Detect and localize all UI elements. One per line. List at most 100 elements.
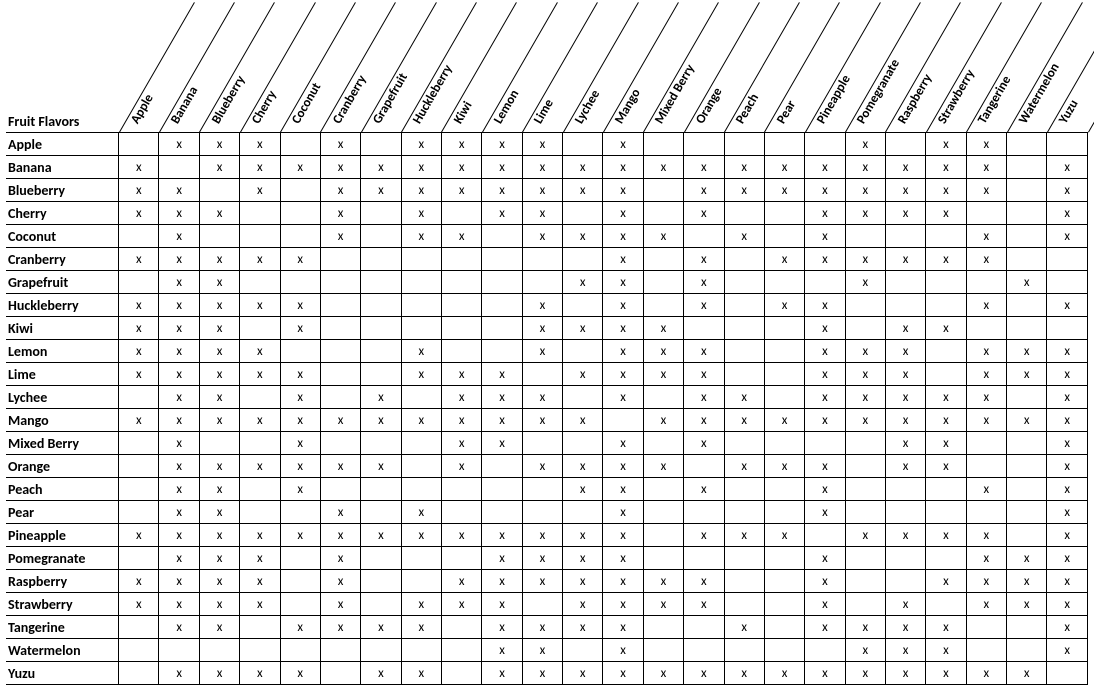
matrix-cell: x	[441, 570, 481, 593]
mark: x	[217, 551, 223, 566]
matrix-cell: x	[845, 524, 885, 547]
matrix-cell	[724, 248, 764, 271]
matrix-cell: x	[805, 455, 845, 478]
matrix-cell: x	[845, 409, 885, 432]
matrix-cell	[805, 432, 845, 455]
matrix-cell	[159, 156, 199, 179]
mark: x	[701, 252, 707, 267]
mark: x	[580, 183, 586, 198]
column-header: Coconut	[280, 6, 320, 133]
matrix-cell	[320, 317, 360, 340]
mark: x	[297, 482, 303, 497]
mark: x	[257, 137, 263, 152]
matrix-cell: x	[401, 593, 441, 616]
mark: x	[984, 229, 990, 244]
mark: x	[1024, 344, 1030, 359]
matrix-cell: x	[1047, 179, 1088, 202]
matrix-cell: x	[643, 340, 683, 363]
matrix-cell: x	[159, 478, 199, 501]
matrix-cell	[926, 340, 966, 363]
matrix-cell: x	[159, 432, 199, 455]
matrix-cell: x	[482, 616, 522, 639]
matrix-cell	[361, 639, 401, 662]
matrix-cell	[643, 639, 683, 662]
mark: x	[580, 321, 586, 336]
matrix-cell	[441, 616, 481, 639]
column-header-label: Mango	[610, 86, 644, 130]
table-row: Applexxxxxxxxxxxx	[6, 133, 1088, 156]
matrix-cell: x	[199, 616, 239, 639]
mark: x	[297, 620, 303, 635]
matrix-cell	[119, 501, 159, 524]
mark: x	[862, 183, 868, 198]
matrix-cell: x	[320, 570, 360, 593]
matrix-cell: x	[401, 662, 441, 685]
mark: x	[701, 390, 707, 405]
matrix-cell: x	[926, 455, 966, 478]
mark: x	[741, 666, 747, 681]
matrix-cell: x	[684, 524, 724, 547]
matrix-cell: x	[199, 478, 239, 501]
matrix-cell: x	[603, 593, 643, 616]
matrix-cell: x	[603, 294, 643, 317]
row-header: Raspberry	[6, 570, 119, 593]
mark: x	[822, 229, 828, 244]
matrix-cell: x	[199, 363, 239, 386]
mark: x	[297, 252, 303, 267]
matrix-cell: x	[482, 639, 522, 662]
matrix-cell: x	[603, 386, 643, 409]
row-header: Apple	[6, 133, 119, 156]
matrix-cell: x	[199, 202, 239, 225]
matrix-cell: x	[401, 156, 441, 179]
mark: x	[984, 160, 990, 175]
mark: x	[903, 344, 909, 359]
matrix-cell: x	[320, 547, 360, 570]
mark: x	[499, 367, 505, 382]
matrix-cell: x	[1047, 386, 1088, 409]
matrix-cell	[805, 524, 845, 547]
matrix-cell	[684, 639, 724, 662]
matrix-cell	[401, 432, 441, 455]
matrix-cell: x	[199, 501, 239, 524]
matrix-cell: x	[441, 455, 481, 478]
matrix-cell	[643, 179, 683, 202]
matrix-cell: x	[361, 455, 401, 478]
matrix-cell: x	[885, 317, 925, 340]
matrix-cell: x	[885, 248, 925, 271]
matrix-cell	[926, 501, 966, 524]
mark: x	[1064, 436, 1070, 451]
row-header: Kiwi	[6, 317, 119, 340]
matrix-cell	[643, 547, 683, 570]
matrix-cell: x	[199, 294, 239, 317]
matrix-cell: x	[885, 616, 925, 639]
mark: x	[459, 459, 465, 474]
matrix-cell	[280, 501, 320, 524]
matrix-cell	[764, 202, 804, 225]
mark: x	[741, 620, 747, 635]
matrix-cell	[401, 386, 441, 409]
matrix-cell: x	[724, 662, 764, 685]
mark: x	[943, 574, 949, 589]
mark: x	[257, 183, 263, 198]
mark: x	[176, 252, 182, 267]
matrix-cell: x	[966, 478, 1006, 501]
mark: x	[136, 206, 142, 221]
matrix-cell	[441, 271, 481, 294]
matrix-cell: x	[966, 156, 1006, 179]
mark: x	[943, 436, 949, 451]
matrix-cell: x	[320, 409, 360, 432]
matrix-cell: x	[643, 156, 683, 179]
matrix-cell: x	[684, 202, 724, 225]
matrix-cell: x	[1047, 202, 1088, 225]
mark: x	[701, 183, 707, 198]
matrix-cell	[441, 317, 481, 340]
matrix-cell	[482, 248, 522, 271]
matrix-cell: x	[805, 179, 845, 202]
mark: x	[176, 459, 182, 474]
mark: x	[701, 666, 707, 681]
matrix-cell: x	[764, 662, 804, 685]
mark: x	[620, 252, 626, 267]
matrix-cell: x	[240, 156, 280, 179]
mark: x	[176, 436, 182, 451]
mark: x	[338, 229, 344, 244]
